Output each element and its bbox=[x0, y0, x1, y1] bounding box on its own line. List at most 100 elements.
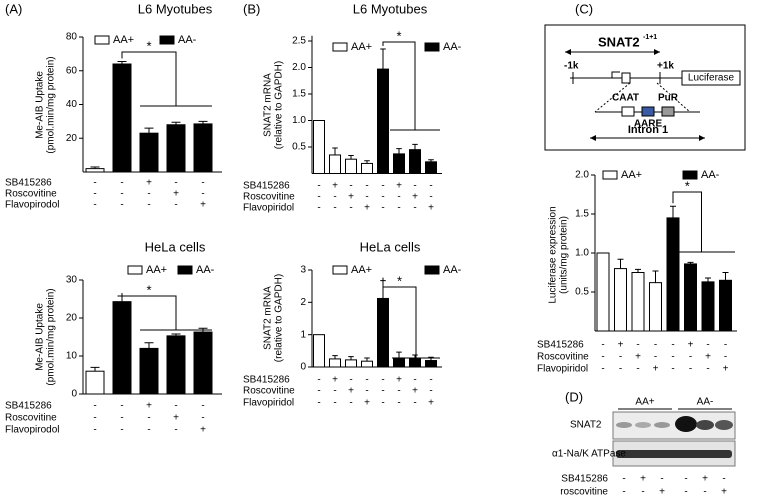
y-tick-label: 2 bbox=[300, 297, 306, 308]
treatment-sign: - bbox=[120, 413, 123, 424]
treatment-label: Roscovitine bbox=[243, 386, 295, 397]
bar bbox=[329, 358, 341, 368]
treatment-label: Roscovitine bbox=[537, 352, 589, 363]
diagram-label: +1k bbox=[657, 61, 674, 72]
treatment-sign: - bbox=[120, 189, 123, 200]
treatment-label: Roscovitine bbox=[5, 189, 57, 200]
treatment-sign: + bbox=[635, 352, 641, 363]
treatment-sign: + bbox=[348, 192, 354, 203]
y-tick-label: 0 bbox=[300, 362, 306, 373]
band bbox=[635, 422, 651, 428]
treatment-sign: - bbox=[349, 375, 352, 386]
treatment-sign: - bbox=[619, 352, 622, 363]
legend-label: AA- bbox=[443, 41, 462, 53]
treatment-sign: - bbox=[93, 200, 96, 211]
treatment-sign: - bbox=[706, 340, 709, 351]
y-tick-label: 0.5 bbox=[575, 287, 589, 298]
panel-label: (B) bbox=[243, 1, 260, 16]
legend-label: AA- bbox=[196, 264, 215, 276]
legend-swatch bbox=[332, 42, 348, 52]
treatment-sign: - bbox=[93, 401, 96, 412]
treatment-sign: - bbox=[622, 487, 625, 498]
treatment-sign: - bbox=[120, 200, 123, 211]
y-tick-label: 1.5 bbox=[575, 209, 589, 220]
diagram-label: Luciferase bbox=[688, 73, 735, 84]
y-axis-label: Luciferase expression bbox=[548, 206, 559, 303]
treatment-sign: - bbox=[429, 375, 432, 386]
treatment-sign: + bbox=[659, 487, 665, 498]
treatment-sign: + bbox=[396, 181, 402, 192]
treatment-sign: + bbox=[348, 386, 354, 397]
treatment-sign: + bbox=[723, 364, 729, 375]
band bbox=[654, 422, 670, 428]
bar bbox=[719, 279, 732, 332]
bar bbox=[166, 124, 186, 173]
legend-label: AA- bbox=[178, 34, 197, 46]
treatment-sign: - bbox=[413, 181, 416, 192]
y-tick-label: 2.0 bbox=[292, 62, 306, 73]
treatment-sign: - bbox=[381, 375, 384, 386]
treatment-sign: + bbox=[412, 386, 418, 397]
treatment-sign: + bbox=[640, 474, 646, 485]
treatment-sign: + bbox=[428, 203, 434, 214]
treatment-sign: - bbox=[201, 189, 204, 200]
y-tick-label: 1.0 bbox=[292, 115, 306, 126]
diagram-label: AARE bbox=[634, 119, 663, 130]
y-axis-label: Me-AIB Uptake bbox=[35, 71, 46, 139]
y-axis-label: (pmol.min/mg protein) bbox=[46, 288, 57, 385]
band bbox=[715, 420, 733, 430]
bar bbox=[361, 360, 373, 368]
treatment-sign: + bbox=[173, 189, 179, 200]
treatment-sign: - bbox=[413, 203, 416, 214]
bar bbox=[329, 154, 341, 174]
legend-label: AA- bbox=[443, 264, 462, 276]
bar bbox=[409, 358, 421, 368]
treatment-sign: - bbox=[147, 425, 150, 436]
y-tick-label: 2.0 bbox=[575, 170, 589, 181]
blot-strip bbox=[612, 411, 736, 440]
error-bar bbox=[670, 205, 676, 218]
treatment-sign: + bbox=[428, 398, 434, 409]
treatment-sign: - bbox=[349, 181, 352, 192]
treatment-sign: - bbox=[381, 192, 384, 203]
diagram-label: CAAT bbox=[612, 93, 639, 104]
treatment-sign: - bbox=[724, 340, 727, 351]
error-bar bbox=[380, 48, 386, 70]
treatment-label: Flavopiridol bbox=[243, 203, 294, 214]
error-bar bbox=[332, 355, 338, 359]
treatment-label: Roscovitine bbox=[5, 413, 57, 424]
bar bbox=[666, 217, 680, 332]
y-tick-label: 1.5 bbox=[292, 89, 306, 100]
treatment-label: Flavopirodol bbox=[5, 200, 59, 211]
legend-swatch bbox=[332, 265, 348, 275]
y-tick-label: 1.0 bbox=[575, 248, 589, 259]
treatment-sign: - bbox=[722, 474, 725, 485]
significance-bracket bbox=[382, 277, 440, 359]
bar bbox=[313, 120, 325, 174]
error-bar bbox=[90, 366, 100, 372]
treatment-sign: + bbox=[364, 203, 370, 214]
error-bar bbox=[396, 148, 402, 154]
legend-swatch bbox=[127, 265, 143, 275]
error-bar bbox=[144, 127, 154, 134]
treatment-sign: - bbox=[317, 181, 320, 192]
chart-title: HeLa cells bbox=[145, 239, 206, 254]
treatment-sign: - bbox=[333, 398, 336, 409]
treatment-sign: - bbox=[120, 178, 123, 189]
legend-swatch bbox=[177, 265, 193, 275]
treatment-sign: + bbox=[200, 425, 206, 436]
treatment-sign: - bbox=[93, 425, 96, 436]
significance-star: * bbox=[146, 38, 151, 53]
treatment-sign: - bbox=[641, 487, 644, 498]
band bbox=[675, 416, 697, 432]
treatment-sign: - bbox=[93, 189, 96, 200]
significance-bracket bbox=[382, 41, 440, 131]
treatment-sign: - bbox=[636, 364, 639, 375]
bar bbox=[377, 68, 389, 174]
panel-label: (A) bbox=[5, 1, 22, 16]
treatment-sign: - bbox=[120, 401, 123, 412]
treatment-sign: - bbox=[201, 413, 204, 424]
treatment-label: Flavopirodol bbox=[5, 425, 59, 436]
treatment-sign: - bbox=[397, 203, 400, 214]
